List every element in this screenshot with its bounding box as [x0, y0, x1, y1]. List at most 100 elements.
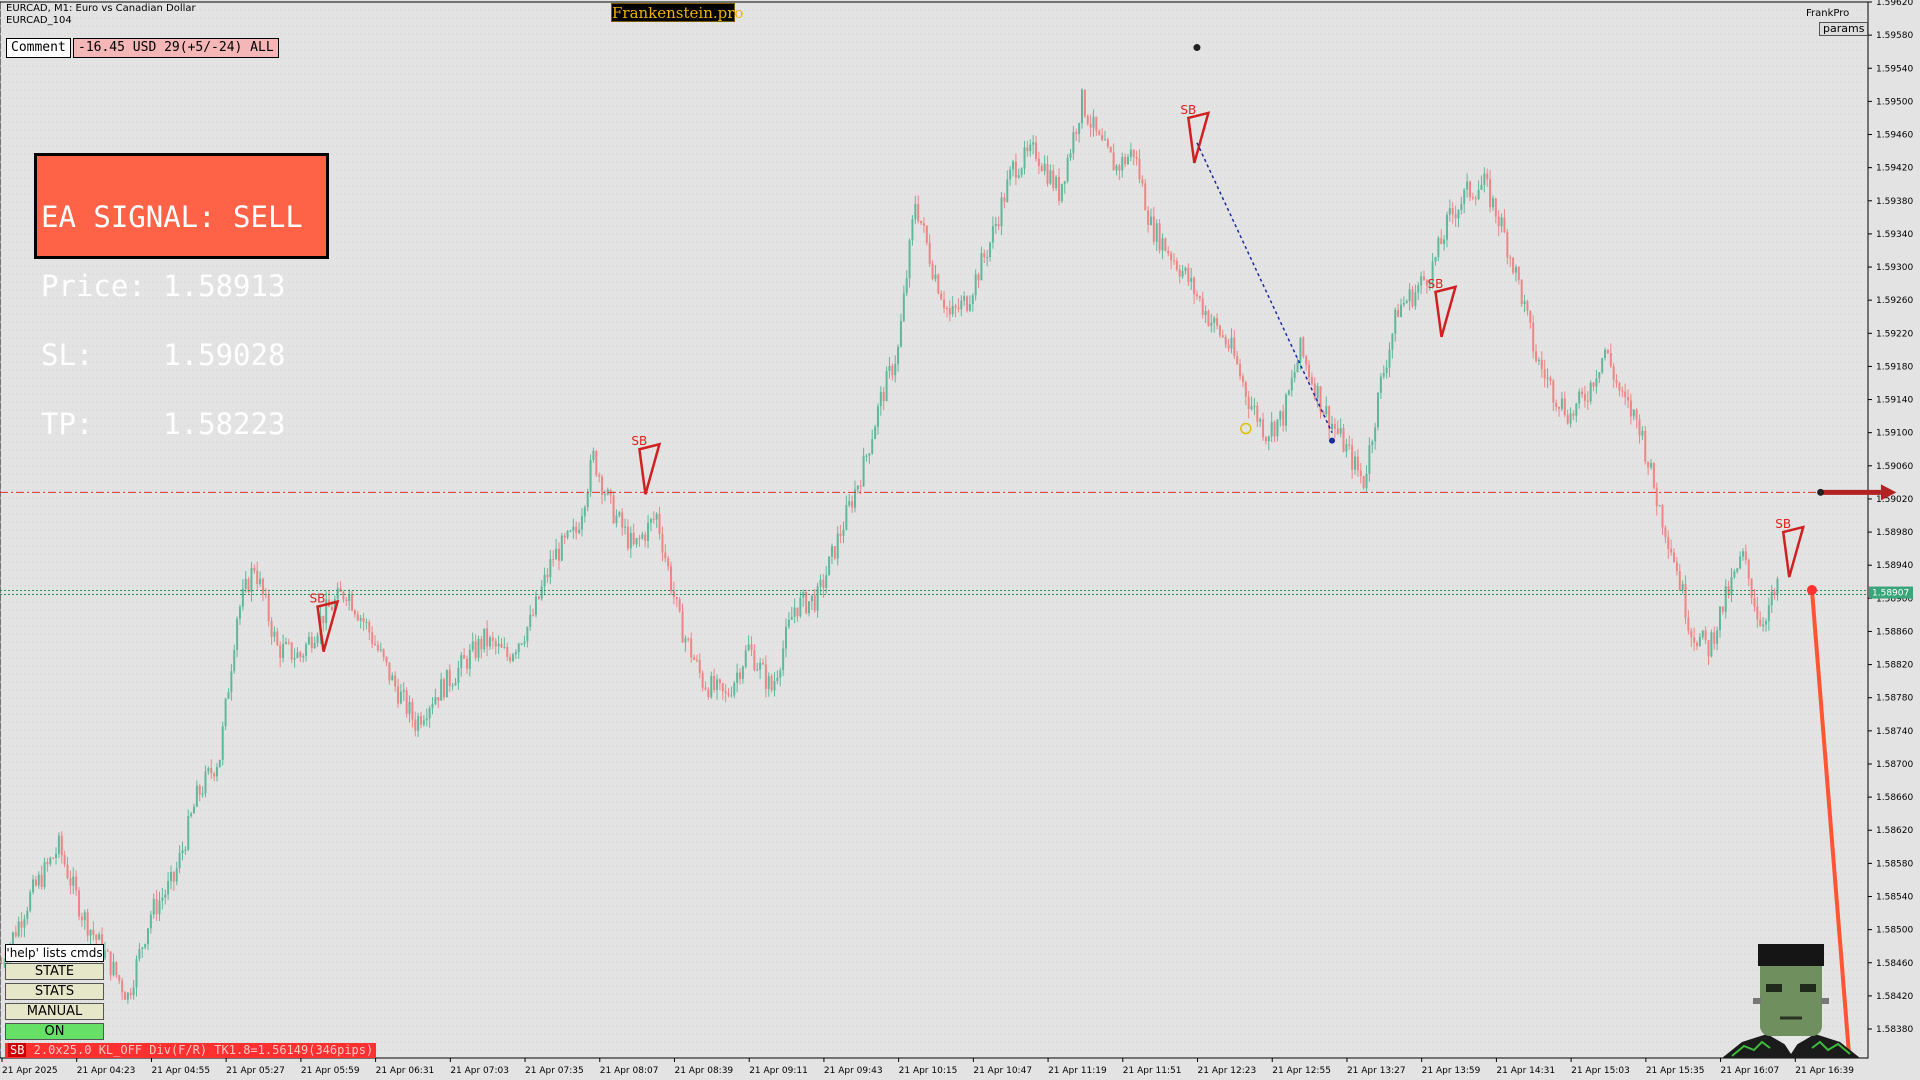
candle-body: [1489, 179, 1492, 208]
candle-body: [520, 643, 523, 645]
candle-body: [307, 636, 310, 645]
candle-body: [1615, 379, 1618, 384]
candle-body: [161, 897, 164, 901]
manual-button[interactable]: MANUAL: [5, 1003, 104, 1020]
candle-body: [943, 299, 946, 308]
y-tick-label: 1.58500: [1876, 926, 1913, 936]
candle-body: [422, 720, 425, 725]
candle-body: [560, 535, 563, 561]
candle-body: [532, 614, 535, 616]
candle-body: [575, 526, 578, 533]
candle-body: [922, 223, 925, 226]
candle-body: [1144, 183, 1147, 211]
candle-body: [1026, 147, 1029, 152]
candle-body: [523, 641, 526, 644]
candle-body: [1239, 363, 1242, 377]
candle-body: [1724, 586, 1727, 612]
candle-body: [807, 601, 810, 614]
candle-body: [1385, 367, 1388, 374]
candle-body: [819, 579, 822, 587]
candle-body: [23, 919, 26, 928]
candle-body: [236, 618, 239, 651]
candle-body: [540, 586, 543, 599]
candle-body: [488, 637, 491, 647]
candle-body: [1267, 436, 1270, 442]
state-button[interactable]: STATE: [5, 963, 104, 980]
candle-body: [902, 293, 905, 322]
candle-body: [572, 526, 575, 531]
x-tick-label: 21 Apr 07:03: [450, 1066, 509, 1076]
candle-body: [1359, 470, 1362, 477]
candle-body: [1081, 89, 1084, 124]
y-tick-label: 1.58900: [1876, 594, 1913, 604]
candle-body: [1333, 423, 1336, 429]
candle-body: [92, 930, 95, 935]
candle-body: [578, 529, 581, 533]
y-tick-label: 1.58380: [1876, 1025, 1913, 1035]
candle-body: [1739, 556, 1742, 569]
candle-body: [736, 672, 739, 683]
candle-body: [787, 619, 790, 627]
candle-body: [1463, 189, 1466, 205]
candle-body: [141, 947, 144, 950]
candle-body: [796, 607, 799, 617]
candle-body: [1417, 285, 1420, 293]
candle-body: [60, 835, 63, 856]
candle-body: [1058, 176, 1061, 202]
candle-body: [615, 515, 618, 524]
candle-body: [1514, 266, 1517, 273]
stats-button[interactable]: STATS: [5, 983, 104, 1000]
signal-sl: SL: 1.59028: [41, 338, 286, 372]
on-toggle-button[interactable]: ON: [5, 1023, 104, 1040]
candle-body: [1132, 149, 1135, 157]
y-tick-label: 1.59060: [1876, 462, 1913, 472]
candle-body: [52, 857, 55, 859]
candle-body: [1310, 377, 1313, 384]
candle-body: [667, 558, 670, 567]
candle-body: [784, 626, 787, 649]
candle-body: [494, 640, 497, 647]
candle-body: [882, 391, 885, 402]
y-tick-label: 1.58540: [1876, 892, 1913, 902]
candle-body: [1170, 253, 1173, 261]
candle-body: [1178, 269, 1181, 277]
skull-marker-icon: [1193, 44, 1201, 52]
candle-body: [356, 614, 359, 621]
candle-body: [1503, 217, 1506, 233]
candle-body: [1331, 423, 1334, 430]
candle-body: [284, 642, 287, 644]
candle-body: [43, 862, 46, 888]
candle-body: [1075, 132, 1078, 134]
candle-body: [825, 575, 828, 588]
candle-body: [529, 614, 532, 628]
candle-body: [762, 662, 765, 665]
candle-body: [644, 534, 647, 542]
candle-body: [80, 916, 83, 921]
x-tick-label: 21 Apr 08:39: [674, 1066, 733, 1076]
candle-body: [1558, 406, 1561, 409]
candle-body: [931, 263, 934, 279]
candle-body: [250, 567, 253, 593]
candle-body: [425, 718, 428, 721]
candle-body: [83, 912, 86, 921]
candle-body: [63, 855, 66, 865]
candle-body: [1509, 257, 1512, 259]
candle-body: [1595, 378, 1598, 387]
candle-body: [14, 932, 17, 937]
candle-body: [1583, 394, 1586, 401]
candle-body: [1218, 325, 1221, 336]
y-tick-label: 1.58780: [1876, 694, 1913, 704]
candle-body: [997, 224, 1000, 227]
candle-body: [1236, 355, 1239, 364]
candle-body: [463, 655, 466, 659]
candle-body: [1641, 430, 1644, 436]
candle-body: [1710, 632, 1713, 657]
candle-body: [1302, 337, 1305, 357]
candle-body: [828, 556, 831, 576]
candle-body: [718, 679, 721, 684]
sb-signal-shape: [1186, 111, 1211, 164]
candle-body: [124, 992, 127, 1000]
candle-body: [34, 879, 37, 886]
params-button[interactable]: params: [1819, 22, 1869, 36]
candle-body: [1230, 337, 1233, 349]
